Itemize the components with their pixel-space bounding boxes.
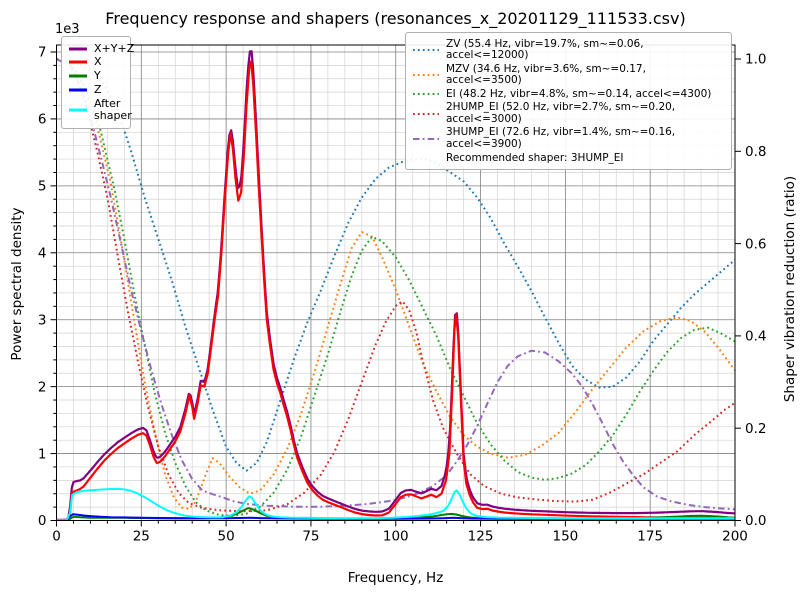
svg-text:2: 2	[38, 379, 47, 395]
legend-psd: X+Y+Z X Y Z After shaper	[61, 36, 134, 129]
legend-line-sample	[413, 49, 439, 52]
y-axis-offset-text: 1e3	[55, 22, 80, 37]
legend-item-x: X	[68, 55, 124, 69]
legend-item-label: Y	[94, 69, 101, 83]
legend-item-after: After shaper	[68, 97, 132, 123]
legend-item-3hump_ei: 3HUMP_EI (72.6 Hz, vibr=1.4%, sm~=0.16, …	[412, 125, 725, 151]
svg-text:0.4: 0.4	[745, 329, 766, 345]
legend-line-sample	[413, 93, 439, 96]
legend-item-z: Z	[68, 82, 124, 96]
legend-item-label: After shaper	[94, 96, 132, 123]
svg-text:0: 0	[52, 529, 61, 545]
svg-text:50: 50	[218, 529, 235, 545]
legend-item-mzv: MZV (34.6 Hz, vibr=3.6%, sm~=0.17, accel…	[412, 62, 725, 88]
legend-item-label: 3HUMP_EI (72.6 Hz, vibr=1.4%, sm~=0.16, …	[446, 125, 676, 150]
legend-item-y: Y	[68, 69, 124, 83]
svg-text:175: 175	[637, 529, 663, 545]
legend-item-2hump_ei: 2HUMP_EI (52.0 Hz, vibr=2.7%, sm~=0.20, …	[412, 100, 725, 126]
y-left-axis-label: Power spectral density	[9, 207, 25, 361]
legend-item-ei: EI (48.2 Hz, vibr=4.8%, sm~=0.14, accel<…	[412, 87, 725, 101]
svg-text:6: 6	[38, 112, 47, 128]
legend-item-zv: ZV (55.4 Hz, vibr=19.7%, sm~=0.06, accel…	[412, 37, 725, 63]
legend-line-sample	[413, 74, 439, 77]
legend-line-sample	[69, 108, 87, 112]
svg-text:200: 200	[722, 529, 748, 545]
svg-text:7: 7	[38, 45, 47, 61]
x-axis-label: Frequency, Hz	[347, 570, 444, 586]
svg-text:100: 100	[383, 529, 409, 545]
svg-text:5: 5	[38, 179, 47, 195]
svg-text:25: 25	[133, 529, 150, 545]
legend-item-label: Z	[94, 82, 102, 96]
legend-item-label: EI (48.2 Hz, vibr=4.8%, sm~=0.14, accel<…	[446, 87, 712, 100]
svg-text:3: 3	[38, 312, 47, 328]
svg-text:1: 1	[38, 446, 47, 462]
legend-item-label: MZV (34.6 Hz, vibr=3.6%, sm~=0.17, accel…	[446, 62, 646, 87]
svg-text:0.2: 0.2	[745, 421, 766, 437]
legend-line-sample	[69, 74, 87, 78]
svg-text:150: 150	[552, 529, 578, 545]
svg-text:0: 0	[38, 513, 47, 529]
legend-line-sample	[69, 47, 87, 51]
legend-line-sample	[413, 137, 439, 140]
legend-line-sample	[69, 60, 87, 64]
legend-item-label: ZV (55.4 Hz, vibr=19.7%, sm~=0.06, accel…	[446, 37, 644, 62]
legend-item-label: 2HUMP_EI (52.0 Hz, vibr=2.7%, sm~=0.20, …	[446, 100, 676, 125]
svg-text:0.6: 0.6	[745, 236, 766, 252]
svg-text:0.8: 0.8	[745, 144, 766, 160]
svg-text:125: 125	[468, 529, 494, 545]
legend-item-x+y+z: X+Y+Z	[68, 42, 134, 55]
chart-title: Frequency response and shapers (resonanc…	[105, 9, 686, 28]
svg-text:0.0: 0.0	[745, 513, 766, 529]
svg-text:75: 75	[302, 529, 319, 545]
legend-item-label: X	[94, 55, 102, 69]
svg-text:1.0: 1.0	[745, 52, 766, 68]
recommended-shaper-note: Recommended shaper: 3HUMP_EI	[446, 152, 624, 165]
legend-shapers: ZV (55.4 Hz, vibr=19.7%, sm~=0.06, accel…	[405, 32, 732, 170]
y-right-axis-label: Shaper vibration reduction (ratio)	[782, 175, 798, 403]
legend-item-label: X+Y+Z	[94, 41, 135, 55]
svg-text:4: 4	[38, 245, 47, 261]
legend-line-sample	[413, 112, 439, 115]
legend-line-sample	[69, 88, 87, 92]
